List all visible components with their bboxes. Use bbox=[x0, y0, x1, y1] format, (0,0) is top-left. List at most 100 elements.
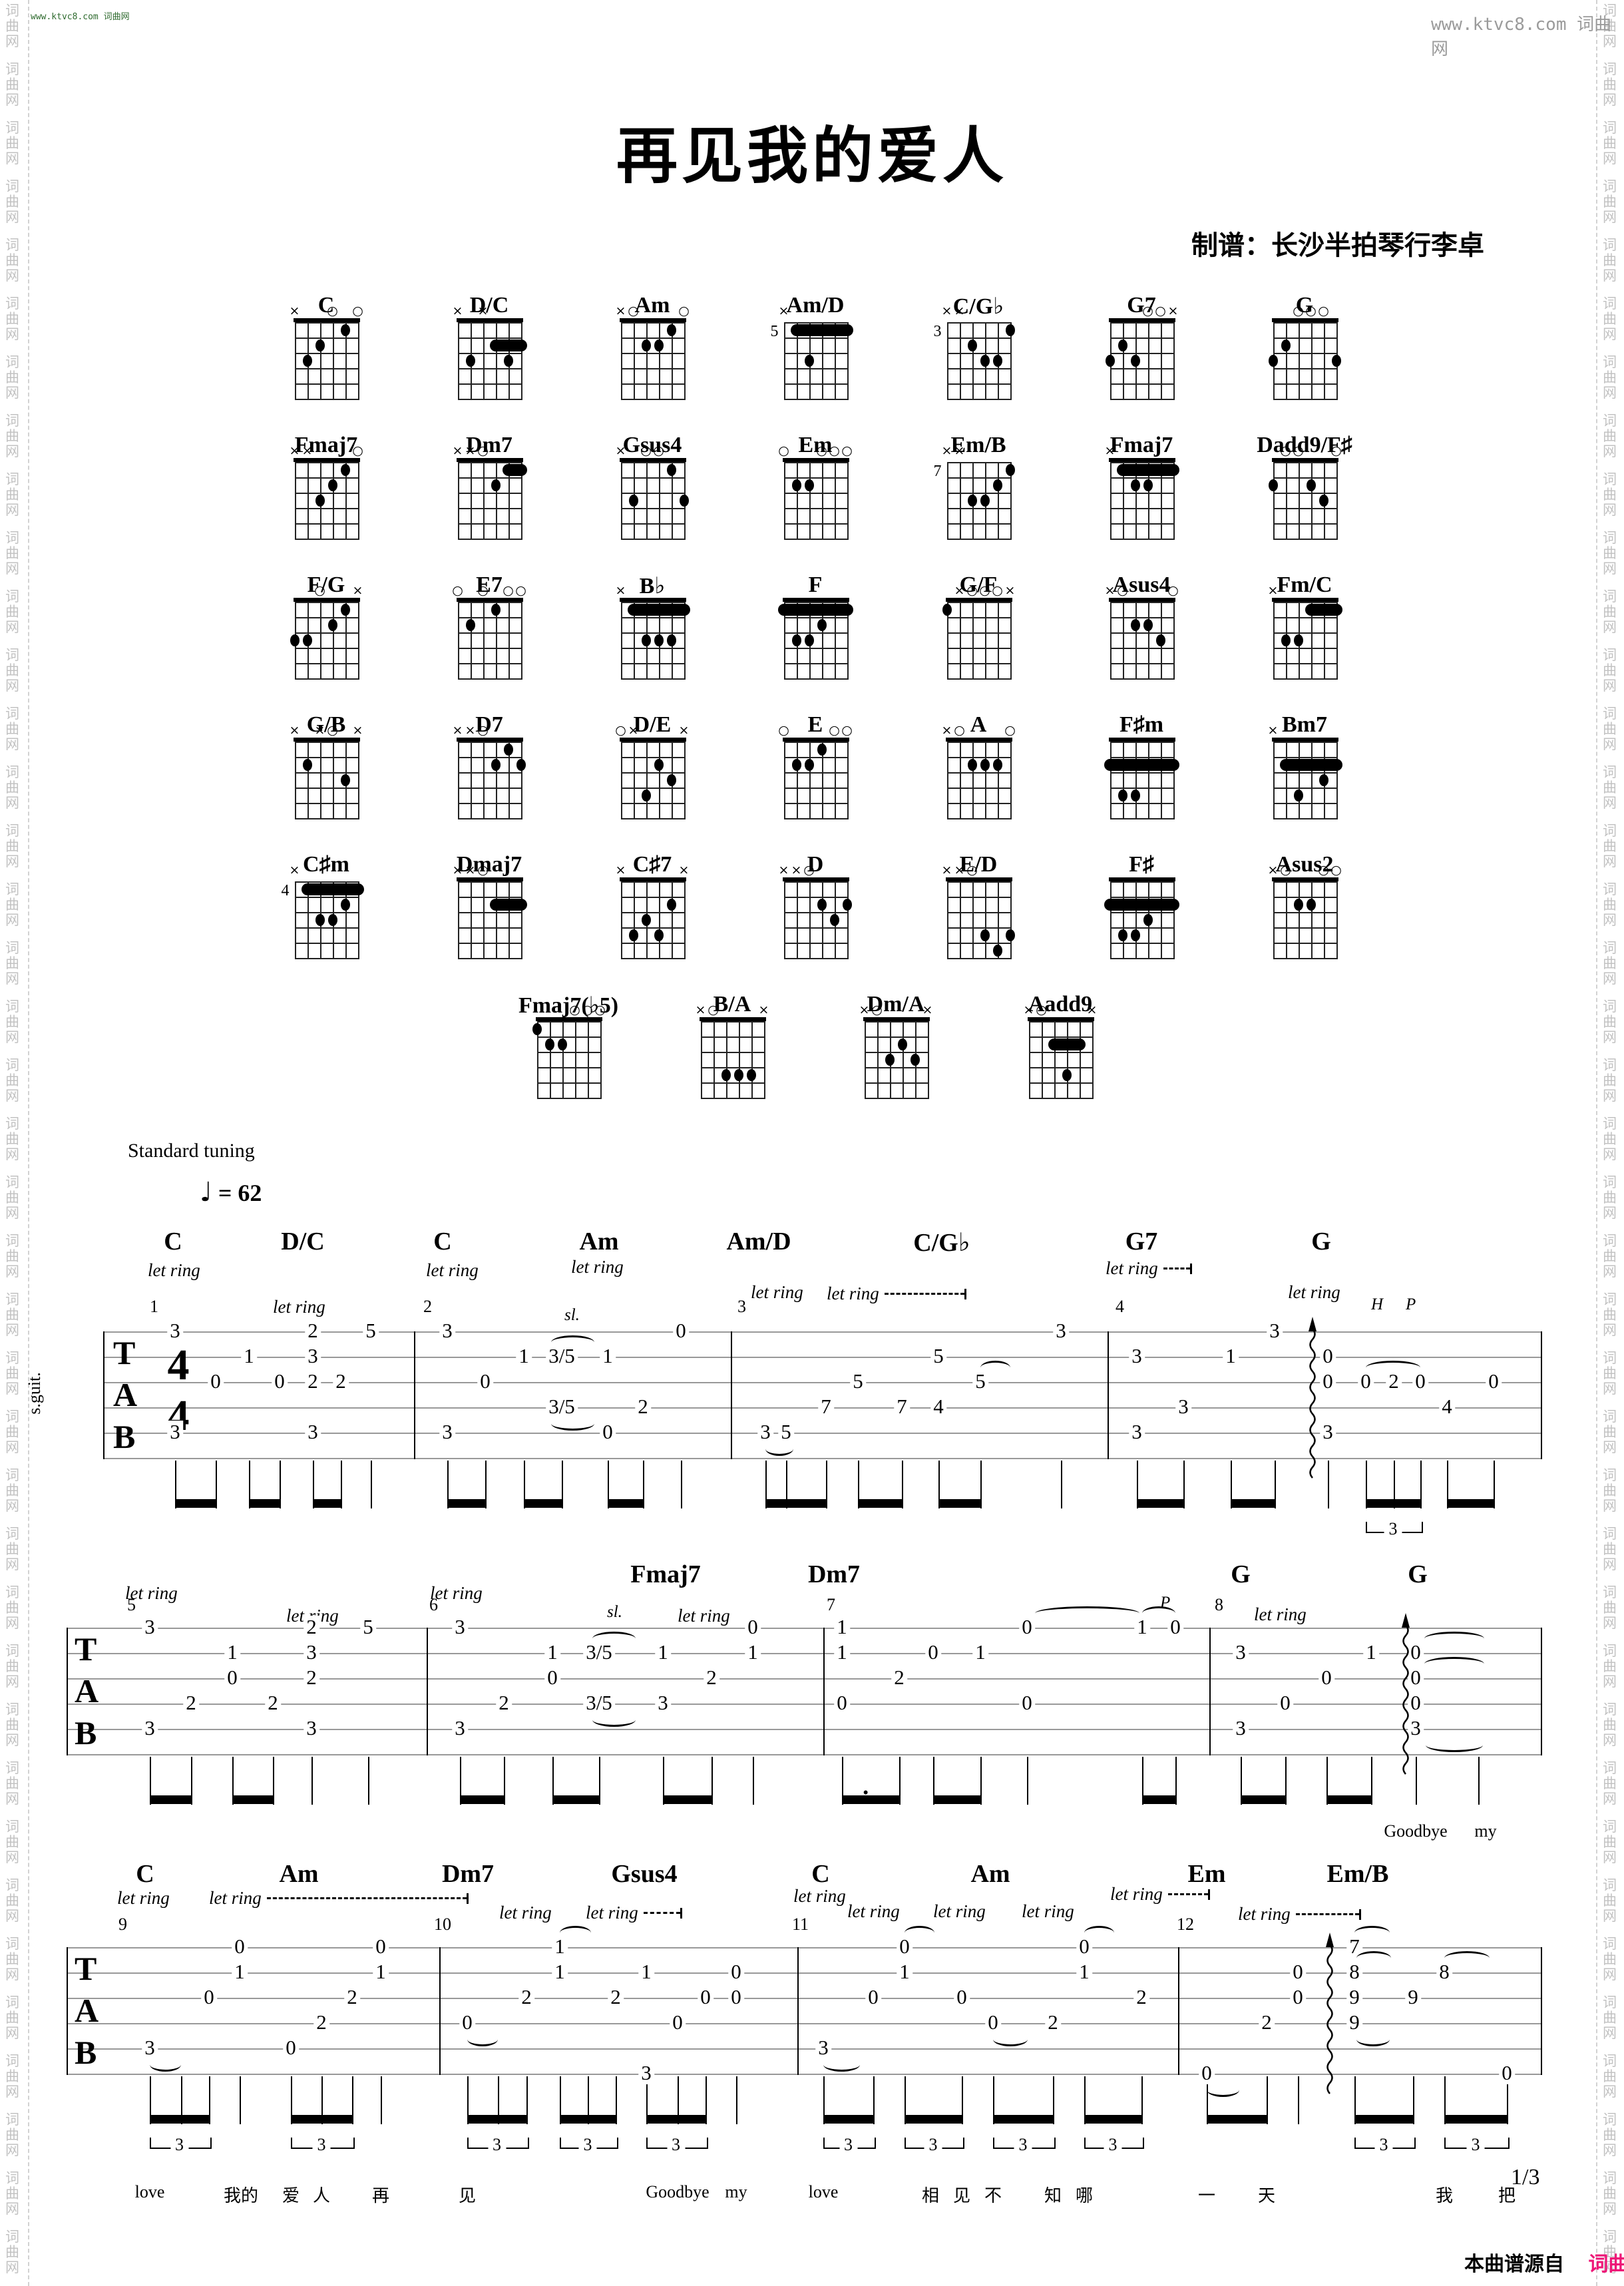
string-line bbox=[834, 322, 836, 400]
finger-dot bbox=[1293, 634, 1303, 646]
beam bbox=[938, 1499, 982, 1508]
tab-note: 3 bbox=[305, 1345, 321, 1367]
let-ring-text: let ring bbox=[125, 1583, 178, 1603]
tab-note: 3 bbox=[757, 1421, 773, 1443]
muted-string-marker: × bbox=[628, 723, 639, 738]
finger-dot bbox=[654, 339, 664, 351]
finger-dot bbox=[1331, 354, 1341, 367]
tab-note: 0 bbox=[373, 1935, 389, 1958]
watermark-char: 词 bbox=[5, 1175, 19, 1190]
staff-line bbox=[67, 2074, 1541, 2075]
tab-note: 0 bbox=[459, 2011, 475, 2034]
tab-clef-letter: T bbox=[75, 1630, 97, 1668]
chord-name: Asus2 bbox=[1275, 852, 1334, 877]
muted-string-marker: × bbox=[778, 304, 789, 318]
tab-note: 2 bbox=[704, 1666, 719, 1689]
string-line bbox=[470, 602, 472, 680]
watermark-char: 网 bbox=[1603, 1850, 1617, 1865]
fret-line bbox=[700, 1067, 765, 1068]
string-line bbox=[1122, 881, 1124, 959]
string-line bbox=[997, 881, 999, 959]
fret-line bbox=[457, 477, 522, 479]
string-line bbox=[700, 1021, 702, 1099]
string-line bbox=[1160, 881, 1162, 959]
staff-line bbox=[103, 1357, 1541, 1358]
lyric: 我 bbox=[1435, 2186, 1454, 2205]
chord-name: Dm7 bbox=[466, 433, 512, 457]
let-ring-label: let ring bbox=[751, 1282, 803, 1303]
top-right-watermark: www.ktvc8.com 词曲网 bbox=[1431, 15, 1612, 59]
string-line bbox=[763, 1021, 765, 1099]
technique-label: • bbox=[863, 1784, 869, 1802]
string-line bbox=[520, 602, 522, 680]
tab-note: 1 bbox=[834, 1616, 850, 1638]
finger-dot bbox=[817, 898, 827, 911]
watermark-char: 曲 bbox=[5, 136, 19, 151]
beam bbox=[552, 1795, 600, 1804]
nut-bar bbox=[1271, 877, 1338, 881]
finger-dot bbox=[315, 494, 325, 507]
note-stem bbox=[524, 1461, 525, 1508]
watermark-char: 词 bbox=[1603, 1644, 1617, 1659]
tab-note: 0 bbox=[897, 1935, 913, 1958]
watermark-char: 网 bbox=[1603, 1791, 1617, 1807]
string-line bbox=[1122, 322, 1124, 400]
watermark-char: 词 bbox=[5, 296, 19, 312]
watermark-char: 曲 bbox=[5, 1073, 19, 1088]
barline bbox=[1541, 1628, 1542, 1755]
nut-bar bbox=[293, 318, 360, 322]
fret-line bbox=[783, 897, 849, 898]
fret-line bbox=[946, 772, 1012, 774]
tab-clef-letter: A bbox=[75, 1672, 99, 1710]
string-line bbox=[508, 742, 510, 819]
string-line bbox=[294, 881, 296, 959]
watermark-char: 词 bbox=[5, 1468, 19, 1483]
string-line bbox=[1336, 462, 1338, 540]
tab-note: 0 bbox=[1358, 1370, 1374, 1393]
base-fret-label: 4 bbox=[281, 882, 290, 899]
watermark-char: 词 bbox=[5, 2171, 19, 2186]
note-stem bbox=[216, 1461, 217, 1508]
watermark-char: 词 bbox=[1603, 120, 1617, 136]
open-string-marker: ○ bbox=[352, 443, 363, 458]
tab-note: 2 bbox=[608, 1986, 624, 2008]
open-string-marker: ○ bbox=[1036, 1003, 1047, 1017]
bottom-source-credit: 本曲谱源自 词曲网 bbox=[1464, 2247, 1624, 2277]
watermark-char: 网 bbox=[5, 1850, 19, 1865]
string-line bbox=[796, 881, 798, 959]
watermark-char: 词 bbox=[1603, 2054, 1617, 2069]
tab-note: 0 bbox=[1199, 2062, 1215, 2084]
note-stem bbox=[1420, 1461, 1422, 1508]
fret-line bbox=[946, 742, 1012, 743]
watermark-char: 曲 bbox=[1603, 604, 1617, 620]
string-line bbox=[809, 742, 811, 819]
fret-line bbox=[620, 383, 686, 385]
fret-line bbox=[620, 742, 686, 743]
string-line bbox=[495, 881, 497, 959]
watermark-char: 词 bbox=[5, 1351, 19, 1366]
string-line bbox=[536, 1021, 538, 1099]
beam bbox=[608, 1499, 644, 1508]
let-ring-label: let ring bbox=[571, 1257, 624, 1277]
string-line bbox=[495, 322, 497, 400]
chord-name: D/E bbox=[633, 712, 672, 737]
barline bbox=[1108, 1331, 1109, 1459]
barre bbox=[1048, 1038, 1086, 1050]
let-ring-dash bbox=[1167, 1893, 1208, 1895]
watermark-char: 网 bbox=[1603, 327, 1617, 342]
fret-line bbox=[536, 1082, 602, 1084]
fret-line bbox=[1273, 383, 1338, 385]
nut-bar bbox=[1027, 1017, 1094, 1021]
triplet-number: 3 bbox=[312, 2135, 331, 2155]
open-string-marker: ○ bbox=[678, 304, 690, 318]
watermark-char: 网 bbox=[1603, 2026, 1617, 2041]
string-line bbox=[984, 881, 986, 959]
string-line bbox=[1311, 322, 1313, 400]
watermark-char: 词 bbox=[1603, 1116, 1617, 1132]
watermark-char: 网 bbox=[5, 151, 19, 166]
fret-line bbox=[1273, 757, 1338, 758]
string-line bbox=[357, 322, 359, 400]
fret-line bbox=[1110, 462, 1175, 463]
fret-line bbox=[1273, 462, 1338, 463]
watermark-char: 词 bbox=[1603, 1058, 1617, 1073]
